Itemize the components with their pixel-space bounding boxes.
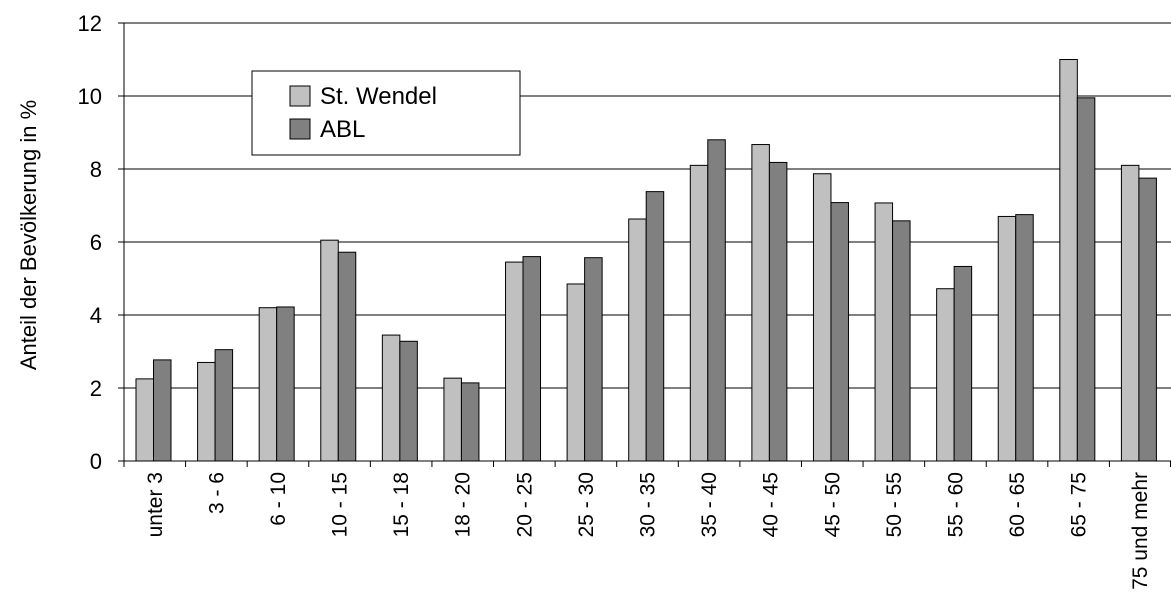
- bar-st-wendel: [320, 239, 339, 462]
- bar-st-wendel: [812, 173, 832, 462]
- bar-abl: [830, 202, 849, 462]
- legend-box: [251, 70, 521, 156]
- legend: St. Wendel ABL: [251, 70, 521, 156]
- bar-abl: [953, 265, 973, 462]
- y-tick-label: 4: [90, 303, 102, 328]
- x-tick-label: 20 - 25: [513, 472, 536, 537]
- bar-abl: [707, 139, 726, 462]
- x-tick-label: 10 - 15: [329, 472, 352, 537]
- bar-st-wendel: [258, 307, 278, 462]
- axes: [118, 22, 1171, 467]
- bar-abl: [214, 349, 234, 462]
- y-tick-label: 6: [90, 230, 102, 255]
- bar-st-wendel: [689, 164, 709, 462]
- x-tick-label: 45 - 50: [821, 472, 844, 537]
- bar-abl: [768, 161, 788, 462]
- bars: [135, 59, 1157, 462]
- bar-abl: [1076, 97, 1096, 462]
- bar-st-wendel: [566, 283, 586, 462]
- bar-st-wendel: [628, 218, 647, 462]
- x-tick-label: 6 - 10: [267, 472, 290, 526]
- x-tick-label: 55 - 60: [944, 472, 967, 537]
- bar-abl: [337, 251, 357, 462]
- bar-abl: [460, 382, 480, 462]
- legend-swatch: [289, 85, 311, 107]
- bar-st-wendel: [1059, 59, 1078, 462]
- bar-st-wendel: [381, 334, 401, 462]
- y-tick-label: 0: [90, 449, 102, 474]
- x-tick-label: 18 - 20: [452, 472, 475, 537]
- x-tick-label: 50 - 55: [883, 472, 906, 537]
- bar-st-wendel: [505, 261, 524, 462]
- axis-labels: 0 2 4 6 8 10 12 unter 3 3 - 6 6 - 10 10 - 15 15 - 1…: [78, 11, 1153, 590]
- x-tick-label: 3 - 6: [205, 472, 228, 514]
- bar-abl: [399, 340, 418, 462]
- x-tick-label: 40 - 45: [760, 472, 783, 537]
- x-tick-label: 60 - 65: [1006, 472, 1029, 537]
- legend-label: ABL: [320, 116, 365, 143]
- bar-abl: [276, 306, 295, 462]
- bar-st-wendel: [751, 144, 770, 462]
- legend-swatch: [289, 118, 311, 140]
- bar-abl: [522, 256, 542, 462]
- bar-st-wendel: [874, 202, 894, 462]
- bar-st-wendel: [936, 288, 955, 462]
- x-tick-label: 25 - 30: [575, 472, 598, 537]
- y-tick-label: 10: [78, 84, 102, 109]
- y-tick-label: 12: [78, 11, 102, 36]
- bar-abl: [584, 257, 603, 462]
- bar-st-wendel: [1120, 164, 1140, 462]
- bar-abl: [892, 220, 911, 462]
- x-tick-label: 30 - 35: [637, 472, 660, 537]
- y-tick-label: 8: [90, 157, 102, 182]
- bar-st-wendel: [197, 361, 216, 462]
- x-tick-label: 65 - 75: [1068, 472, 1091, 537]
- bar-st-wendel: [135, 378, 154, 462]
- x-tick-label: 35 - 40: [698, 472, 721, 537]
- bar-abl: [645, 191, 665, 462]
- bar-st-wendel: [443, 377, 462, 462]
- x-tick-label: 75 und mehr: [1129, 472, 1152, 590]
- legend-label: St. Wendel: [320, 83, 437, 110]
- bar-abl: [1015, 214, 1034, 462]
- y-tick-label: 2: [90, 376, 102, 401]
- x-tick-label: unter 3: [144, 472, 167, 537]
- bar-st-wendel: [997, 215, 1017, 462]
- bar-abl: [153, 359, 172, 462]
- y-axis-title: Anteil der Bevölkerung in %: [16, 100, 41, 370]
- x-tick-label: 15 - 18: [390, 472, 413, 537]
- bar-abl: [1138, 177, 1157, 462]
